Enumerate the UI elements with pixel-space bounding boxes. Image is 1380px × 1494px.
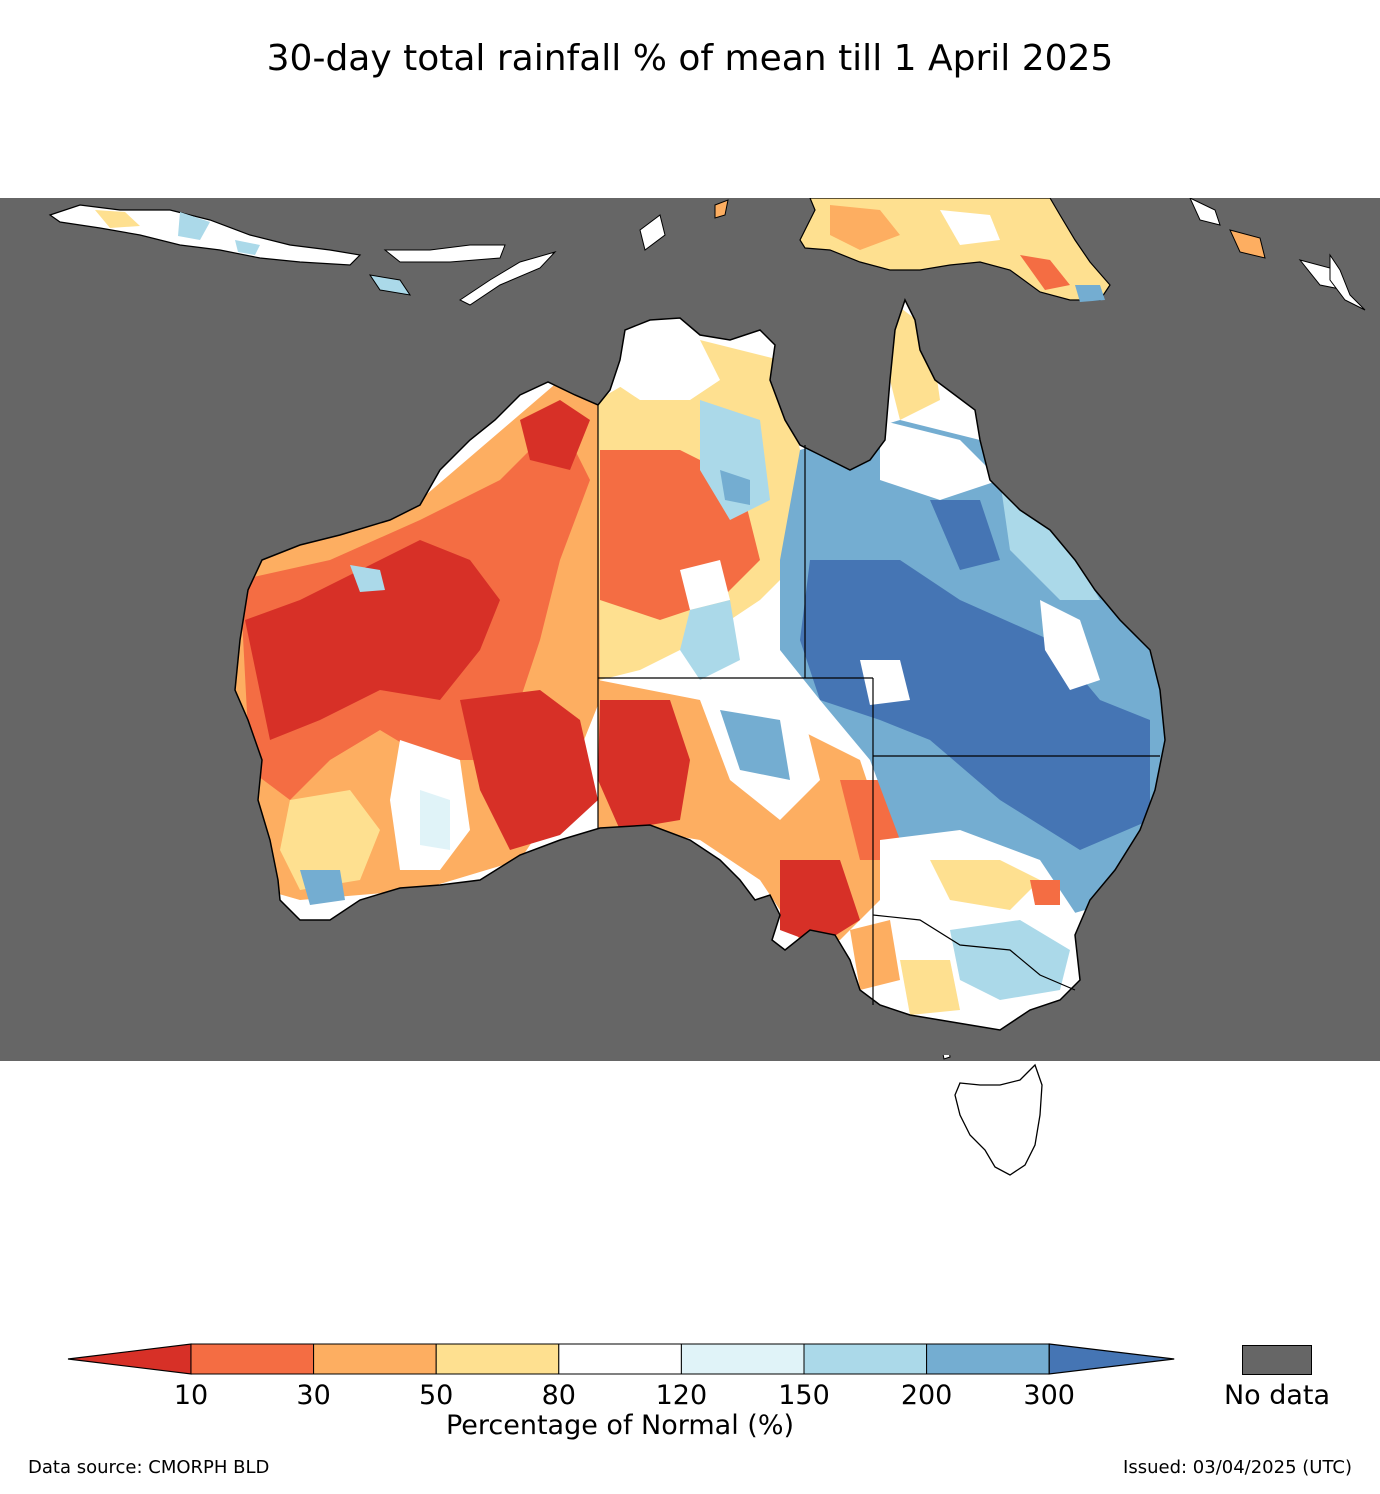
colorbar-tick-label: 300	[1023, 1380, 1075, 1411]
rainfall-map	[0, 198, 1380, 1176]
no-data-swatch	[1242, 1345, 1312, 1375]
colorbar-segment	[558, 1343, 682, 1375]
colorbar-tick-label: 120	[655, 1380, 708, 1411]
map-canvas	[0, 198, 1380, 1061]
colorbar-segment	[680, 1343, 805, 1375]
state-borders	[597, 405, 1160, 1005]
no-data-label: No data	[1223, 1380, 1331, 1411]
colorbar	[67, 1343, 1175, 1375]
data-source: Data source: CMORPH BLD	[28, 1457, 270, 1478]
colorbar-tick-label: 10	[173, 1380, 209, 1411]
colorbar-arrow-high	[1048, 1343, 1175, 1375]
colorbar-tick-label: 30	[296, 1380, 331, 1411]
tasmania	[942, 1055, 1043, 1176]
colorbar-tick-label: 80	[541, 1380, 576, 1411]
colorbar-arrow-low	[67, 1343, 192, 1375]
map-title: 30-day total rainfall % of mean till 1 A…	[266, 38, 1114, 79]
colorbar-segment	[435, 1343, 560, 1375]
colorbar-tick-label: 50	[419, 1380, 454, 1411]
issued-date: Issued: 03/04/2025 (UTC)	[1123, 1457, 1352, 1478]
northern-islands	[48, 198, 1366, 311]
colorbar-segment	[926, 1343, 1050, 1375]
colorbar-segment	[803, 1343, 928, 1375]
colorbar-tick-label: 200	[900, 1380, 953, 1411]
colorbar-segment	[313, 1343, 437, 1375]
colorbar-tick-label: 150	[778, 1380, 830, 1411]
colorbar-segment	[190, 1343, 315, 1375]
colorbar-label: Percentage of Normal (%)	[445, 1410, 795, 1441]
